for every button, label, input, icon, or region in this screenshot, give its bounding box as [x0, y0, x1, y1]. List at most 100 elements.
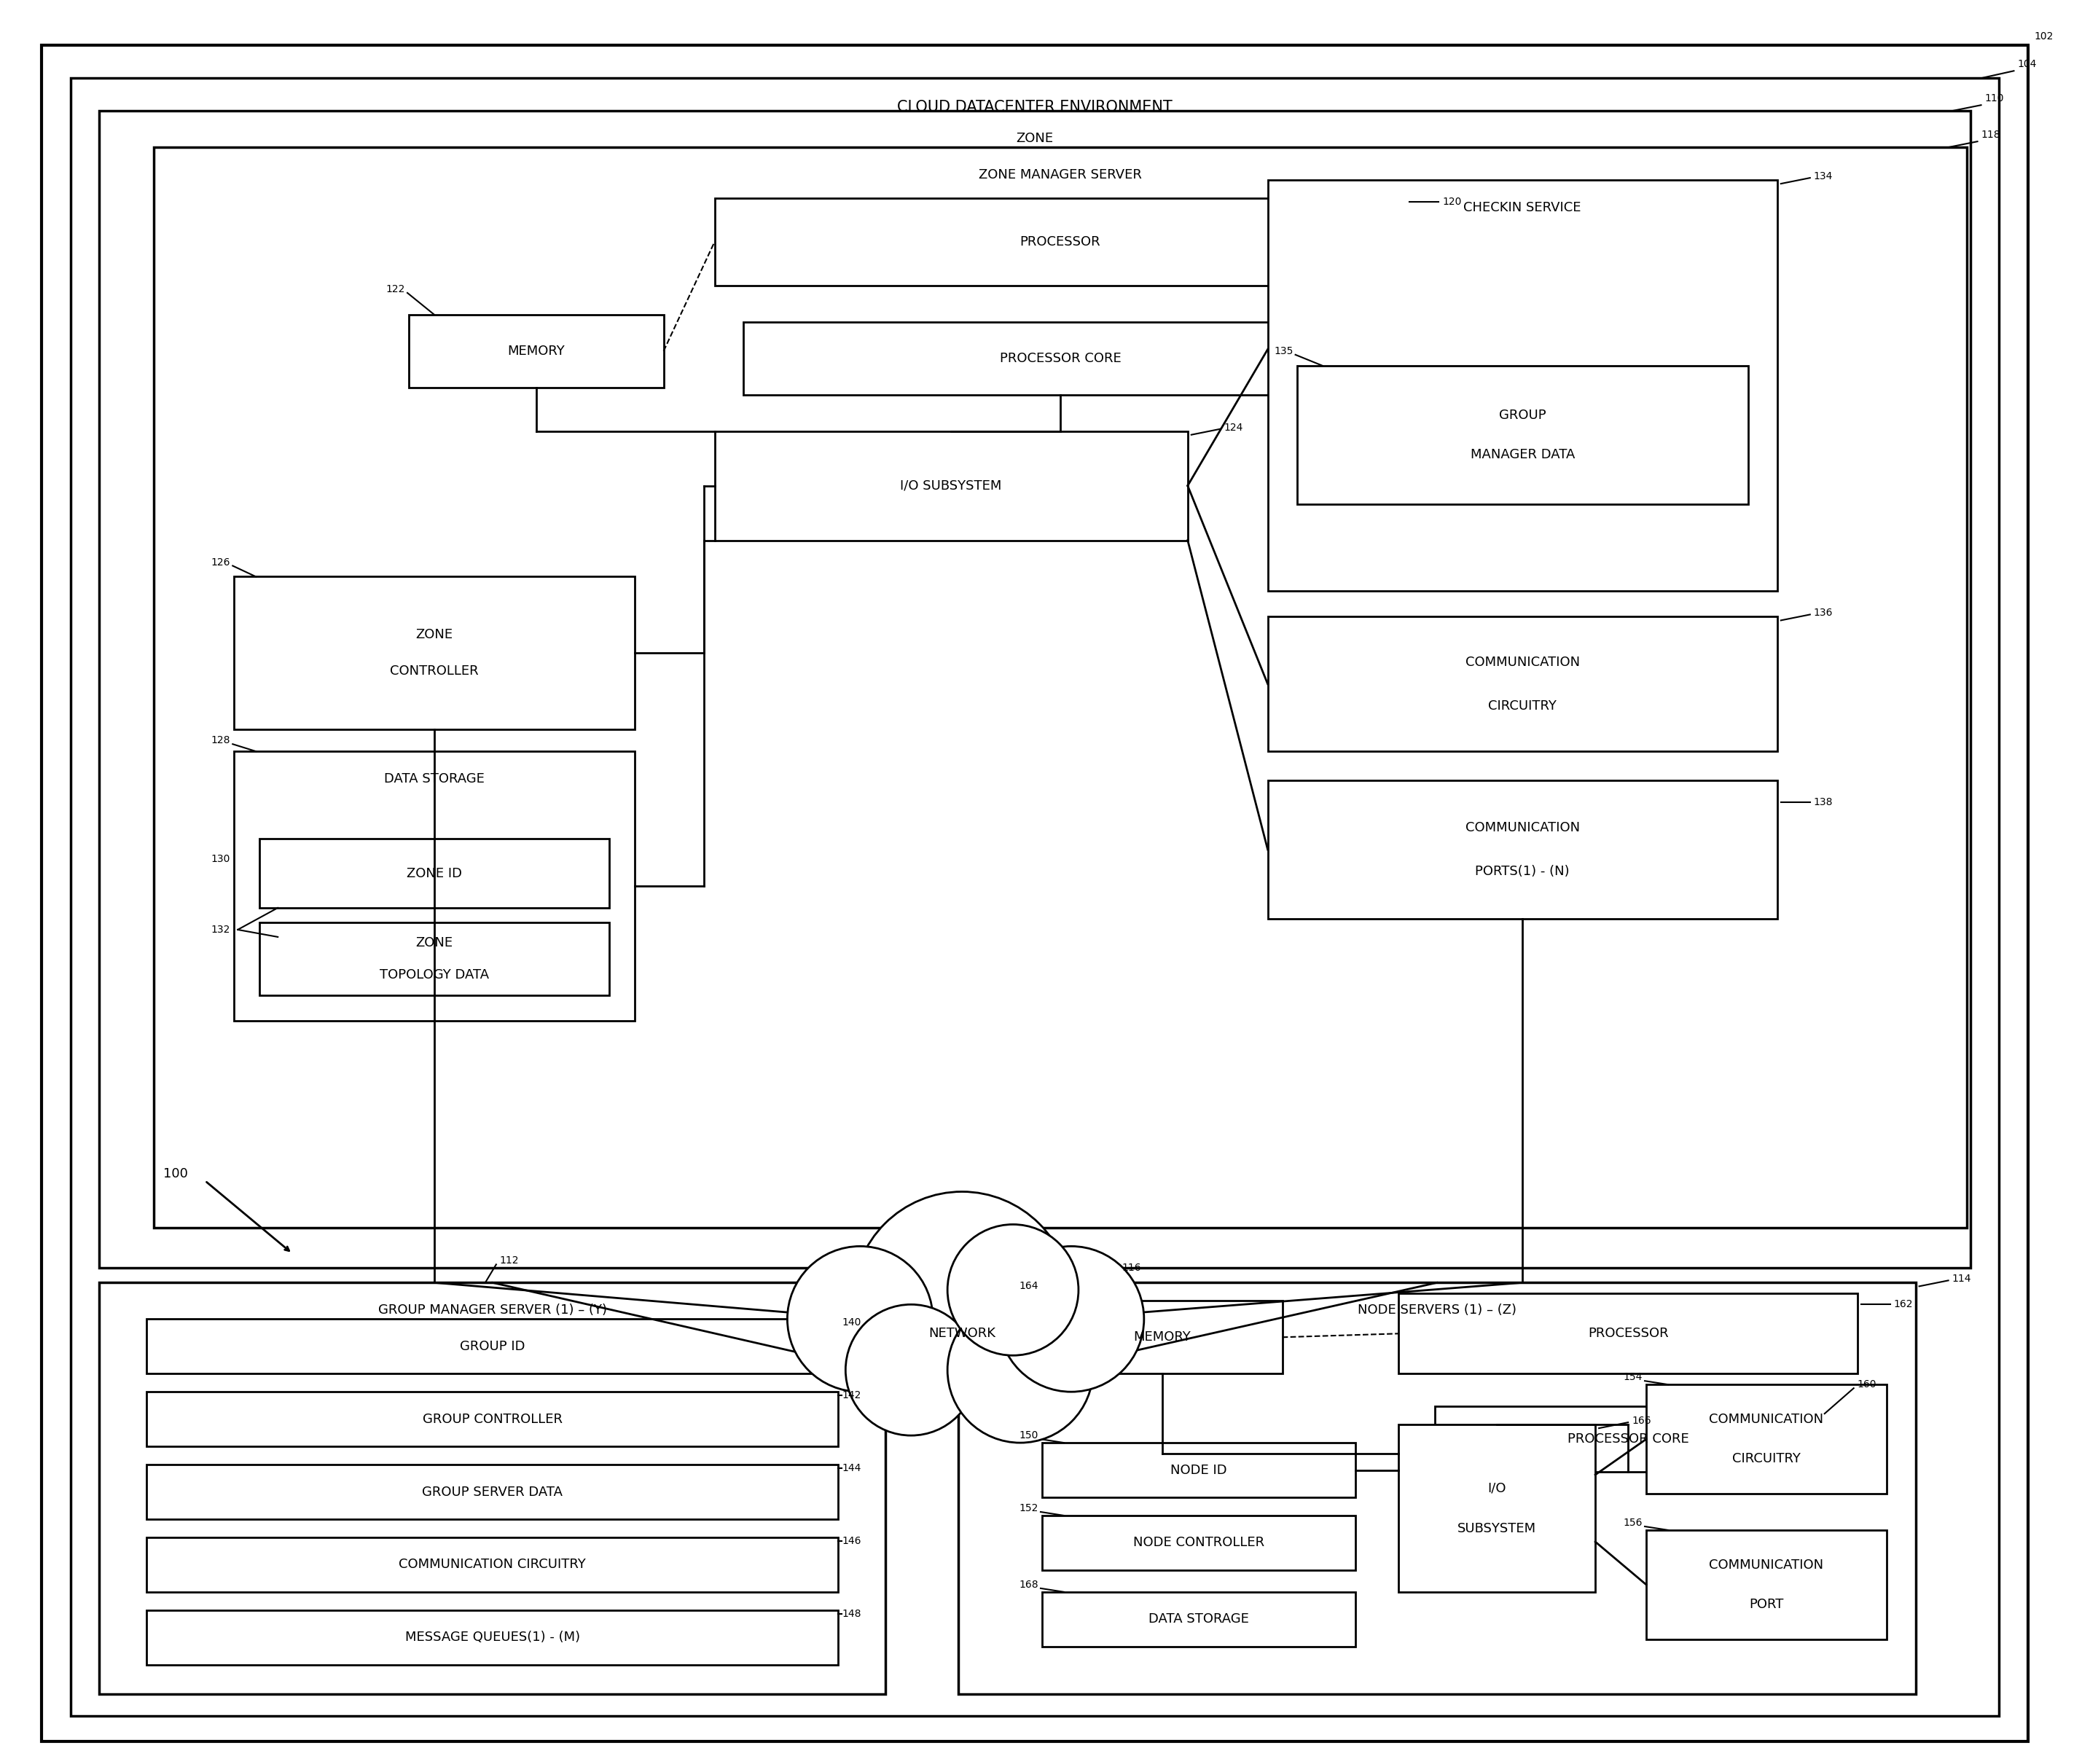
- Text: 140: 140: [842, 1318, 861, 1328]
- Bar: [100, 111, 1971, 1268]
- Bar: [1043, 1443, 1354, 1498]
- Text: NODE CONTROLLER: NODE CONTROLLER: [1133, 1536, 1264, 1549]
- Bar: [1436, 1406, 1820, 1471]
- Text: 122: 122: [387, 284, 405, 295]
- Text: 100: 100: [163, 1168, 188, 1180]
- Text: 132: 132: [211, 924, 230, 935]
- Bar: [146, 1538, 838, 1591]
- Text: CHECKIN SERVICE: CHECKIN SERVICE: [1463, 201, 1582, 213]
- Text: I/O: I/O: [1488, 1482, 1507, 1494]
- Circle shape: [788, 1245, 932, 1392]
- Bar: [1043, 1515, 1354, 1570]
- Text: PROCESSOR: PROCESSOR: [1588, 1327, 1668, 1341]
- Text: GROUP MANAGER SERVER (1) – (Y): GROUP MANAGER SERVER (1) – (Y): [378, 1304, 606, 1318]
- Text: 144: 144: [842, 1462, 861, 1473]
- Text: 138: 138: [1814, 797, 1833, 808]
- Circle shape: [846, 1305, 976, 1436]
- Text: COMMUNICATION: COMMUNICATION: [1710, 1413, 1825, 1425]
- Bar: [1043, 1300, 1283, 1374]
- Text: 168: 168: [1020, 1579, 1039, 1589]
- Text: DATA STORAGE: DATA STORAGE: [385, 773, 485, 785]
- Text: ZONE ID: ZONE ID: [408, 866, 462, 880]
- Bar: [234, 751, 635, 1021]
- Bar: [146, 1319, 838, 1374]
- Text: 102: 102: [2034, 32, 2054, 42]
- Text: 162: 162: [1894, 1300, 1912, 1309]
- Bar: [715, 430, 1187, 540]
- Text: MEMORY: MEMORY: [1133, 1330, 1191, 1344]
- Text: PROCESSOR CORE: PROCESSOR CORE: [1568, 1432, 1689, 1446]
- Text: ZONE: ZONE: [1016, 132, 1053, 145]
- Text: 130: 130: [211, 854, 230, 864]
- Text: COMMUNICATION: COMMUNICATION: [1710, 1558, 1825, 1572]
- Bar: [959, 1282, 1917, 1693]
- Text: GROUP CONTROLLER: GROUP CONTROLLER: [422, 1413, 562, 1425]
- Text: 104: 104: [2017, 60, 2036, 69]
- Text: CLOUD DATACENTER ENVIRONMENT: CLOUD DATACENTER ENVIRONMENT: [897, 101, 1172, 115]
- Text: PORTS(1) - (N): PORTS(1) - (N): [1476, 864, 1570, 878]
- Text: 146: 146: [842, 1536, 861, 1545]
- Text: NODE ID: NODE ID: [1170, 1464, 1227, 1476]
- Bar: [259, 838, 608, 908]
- Bar: [1647, 1385, 1887, 1494]
- Bar: [1398, 1425, 1595, 1591]
- Circle shape: [947, 1224, 1078, 1355]
- Text: 135: 135: [1275, 346, 1294, 356]
- Bar: [146, 1611, 838, 1665]
- Text: 148: 148: [842, 1609, 861, 1619]
- Text: 114: 114: [1952, 1274, 1971, 1284]
- Bar: [259, 923, 608, 995]
- Text: 124: 124: [1225, 422, 1244, 432]
- Circle shape: [853, 1192, 1072, 1409]
- Bar: [1647, 1529, 1887, 1639]
- Text: GROUP SERVER DATA: GROUP SERVER DATA: [422, 1485, 562, 1498]
- Text: ZONE: ZONE: [416, 937, 454, 949]
- Bar: [234, 577, 635, 730]
- Text: NODE SERVERS (1) – (Z): NODE SERVERS (1) – (Z): [1358, 1304, 1517, 1318]
- Text: 134: 134: [1814, 171, 1833, 182]
- Bar: [1043, 1591, 1354, 1646]
- Text: 142: 142: [842, 1390, 861, 1401]
- Bar: [1269, 180, 1777, 591]
- Text: 164: 164: [1020, 1281, 1039, 1291]
- Circle shape: [999, 1245, 1143, 1392]
- Text: PORT: PORT: [1749, 1598, 1783, 1611]
- Bar: [146, 1464, 838, 1519]
- Text: ZONE: ZONE: [416, 628, 454, 642]
- Text: PROCESSOR: PROCESSOR: [1020, 235, 1101, 249]
- Text: COMMUNICATION: COMMUNICATION: [1465, 656, 1580, 669]
- Text: ZONE MANAGER SERVER: ZONE MANAGER SERVER: [978, 168, 1141, 182]
- Bar: [1298, 365, 1747, 505]
- Text: TOPOLOGY DATA: TOPOLOGY DATA: [380, 968, 489, 981]
- Text: 154: 154: [1624, 1372, 1643, 1383]
- Text: CONTROLLER: CONTROLLER: [391, 665, 479, 677]
- Bar: [100, 1282, 886, 1693]
- Text: 112: 112: [500, 1256, 518, 1267]
- Text: NETWORK: NETWORK: [928, 1327, 995, 1341]
- Bar: [715, 198, 1407, 286]
- Bar: [1269, 617, 1777, 751]
- Bar: [146, 1392, 838, 1446]
- Bar: [410, 314, 665, 388]
- Text: COMMUNICATION CIRCUITRY: COMMUNICATION CIRCUITRY: [399, 1558, 585, 1572]
- Bar: [744, 323, 1377, 395]
- Text: 160: 160: [1858, 1379, 1877, 1390]
- Bar: [1269, 780, 1777, 919]
- Text: GROUP ID: GROUP ID: [460, 1341, 525, 1353]
- Text: MANAGER DATA: MANAGER DATA: [1469, 448, 1574, 460]
- Text: 150: 150: [1020, 1431, 1039, 1441]
- Text: 152: 152: [1020, 1503, 1039, 1514]
- Text: CIRCUITRY: CIRCUITRY: [1488, 699, 1557, 713]
- Bar: [1398, 1293, 1858, 1374]
- Text: COMMUNICATION: COMMUNICATION: [1465, 822, 1580, 834]
- Text: 118: 118: [1981, 131, 2000, 139]
- Text: 166: 166: [1632, 1416, 1651, 1425]
- Text: CIRCUITRY: CIRCUITRY: [1733, 1452, 1802, 1466]
- Circle shape: [947, 1297, 1093, 1443]
- Text: I/O SUBSYSTEM: I/O SUBSYSTEM: [901, 480, 1001, 492]
- Text: 110: 110: [1986, 93, 2004, 104]
- Text: DATA STORAGE: DATA STORAGE: [1147, 1612, 1250, 1626]
- Text: MESSAGE QUEUES(1) - (M): MESSAGE QUEUES(1) - (M): [405, 1632, 581, 1644]
- Text: SUBSYSTEM: SUBSYSTEM: [1457, 1522, 1536, 1535]
- Text: 136: 136: [1814, 609, 1833, 617]
